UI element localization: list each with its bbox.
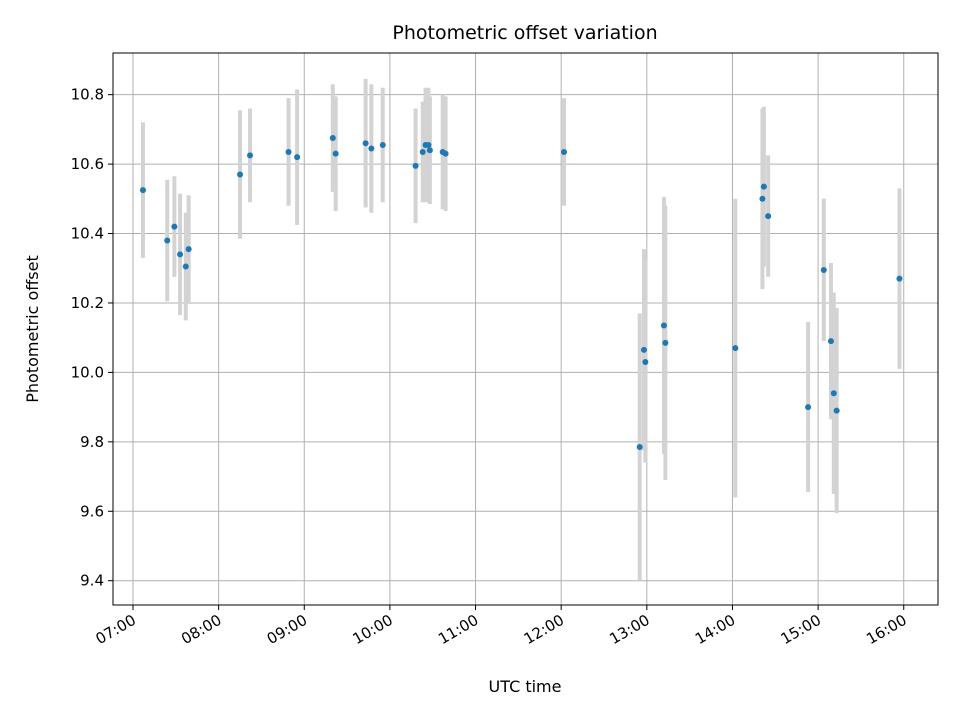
data-point [171, 223, 178, 230]
data-points [139, 135, 903, 451]
x-axis-label: UTC time [489, 677, 562, 696]
data-point [827, 338, 834, 345]
y-tick-label: 9.8 [80, 433, 104, 451]
data-point [442, 150, 449, 157]
data-point [833, 407, 840, 414]
y-axis-label: Photometric offset [23, 255, 42, 403]
data-point [760, 183, 767, 190]
data-point [177, 251, 184, 258]
grid [113, 53, 938, 605]
data-point [237, 171, 244, 178]
plot-area-frame [112, 52, 939, 606]
data-point [247, 152, 254, 159]
data-point [425, 142, 432, 148]
y-tick-label: 10.2 [71, 294, 104, 312]
y-tick-label: 9.4 [80, 572, 104, 590]
data-point [759, 195, 766, 202]
y-tick-label: 9.6 [80, 502, 104, 520]
data-point [294, 154, 301, 161]
data-point [426, 147, 433, 154]
data-point [732, 345, 739, 352]
data-point [636, 444, 643, 451]
data-point [419, 148, 426, 155]
y-tick-label: 10.8 [71, 86, 104, 104]
data-point [412, 162, 419, 169]
data-point [379, 142, 386, 148]
data-point [139, 187, 146, 194]
data-point [182, 263, 189, 270]
data-point [285, 148, 292, 155]
data-point [332, 150, 339, 157]
data-point [368, 145, 375, 152]
data-point [561, 148, 568, 155]
data-point [805, 404, 812, 411]
data-point [640, 346, 647, 353]
data-point [185, 246, 192, 253]
data-point [820, 266, 827, 273]
y-tick-label: 10.0 [71, 363, 104, 381]
data-point [896, 275, 903, 282]
data-point [830, 390, 837, 397]
data-point [642, 358, 649, 365]
data-point [329, 135, 336, 142]
data-point [164, 237, 171, 244]
data-point [765, 213, 772, 220]
data-point [660, 322, 667, 329]
data-point [662, 339, 669, 346]
y-tick-label: 10.4 [71, 225, 104, 243]
y-tick-label: 10.6 [71, 155, 104, 173]
chart-title: Photometric offset variation [392, 22, 657, 44]
data-point [362, 140, 369, 147]
y-axis-ticks: 9.4 9.6 9.8 10.0 10.2 10.4 10.6 10.8 [71, 86, 113, 590]
